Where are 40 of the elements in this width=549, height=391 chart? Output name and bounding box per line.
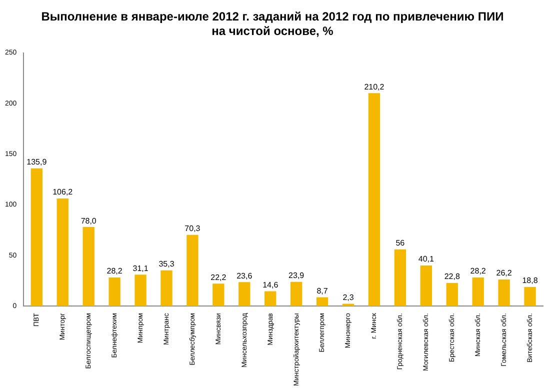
- bar: [30, 168, 43, 306]
- data-label: 28,2: [470, 266, 486, 276]
- bar: [316, 297, 328, 306]
- bar: [186, 234, 198, 306]
- data-label: 28,2: [106, 266, 123, 276]
- data-label: 14,6: [262, 280, 279, 290]
- bar: [134, 274, 146, 306]
- data-label: 70,3: [184, 224, 201, 234]
- bar: [108, 278, 120, 306]
- bar: [290, 282, 302, 306]
- data-label: 31,1: [132, 264, 149, 273]
- bar: [212, 284, 224, 306]
- data-label: 8,7: [316, 286, 328, 296]
- data-label: 23,6: [236, 271, 253, 280]
- data-label: 22,2: [210, 272, 227, 282]
- bar: [238, 282, 250, 306]
- data-label: 22,8: [444, 272, 460, 282]
- bar: [446, 282, 458, 306]
- bar: [420, 265, 432, 306]
- bar: [264, 291, 276, 306]
- data-label: 23,9: [288, 271, 305, 280]
- bar: [472, 278, 484, 306]
- data-label: 35,3: [158, 260, 175, 269]
- bar: [82, 227, 94, 306]
- data-label: 210,2: [364, 82, 385, 92]
- data-label: 78,0: [80, 216, 97, 226]
- data-label: 135,9: [26, 158, 48, 167]
- bar: [498, 280, 510, 306]
- bar: [368, 93, 380, 306]
- chart-title: Выполнение в январе-июле 2012 г. заданий на 2012 год по привлечению ПИИ на чистой основе, %: [41, 10, 504, 38]
- bar: [160, 270, 172, 306]
- bar: [56, 198, 68, 306]
- data-label: 18,8: [522, 276, 538, 286]
- bar: [394, 249, 406, 306]
- data-label: 26,2: [496, 268, 512, 278]
- bar: [524, 287, 536, 306]
- data-label: 106,2: [52, 188, 74, 197]
- data-label: 2,3: [342, 292, 354, 302]
- data-label: 56: [396, 238, 406, 248]
- data-label: 40,1: [418, 254, 434, 264]
